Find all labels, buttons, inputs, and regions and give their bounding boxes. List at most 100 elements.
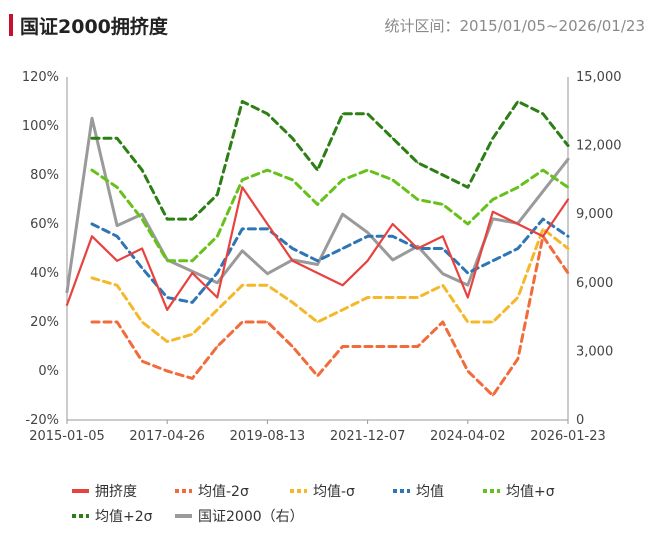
series-6-point — [466, 284, 469, 286]
series-3-point — [91, 223, 93, 225]
series-2-point — [517, 296, 519, 299]
series-3-point — [441, 247, 444, 250]
series-5-point — [266, 112, 269, 115]
y-left-tick-label: 100% — [22, 119, 59, 134]
series-line-1 — [90, 234, 570, 397]
legend-label: 均值 — [416, 484, 444, 500]
series-4-point — [91, 169, 93, 172]
x-tick-label: 2024-04-02 — [430, 429, 506, 444]
series-1-point — [466, 370, 469, 372]
series-3-point — [166, 296, 169, 299]
series-1-point — [441, 321, 444, 323]
series-2-point — [141, 321, 144, 323]
series-4-point — [441, 203, 444, 206]
series-4-point — [366, 169, 369, 172]
series-0-point — [441, 235, 444, 238]
series-4-point — [141, 218, 144, 221]
series-3-point — [291, 247, 294, 250]
series-2-point — [466, 321, 469, 323]
series-6-point — [491, 217, 494, 220]
x-tick-label: 2015-01-05 — [29, 429, 105, 444]
legend-label: 国证2000（右） — [198, 509, 304, 525]
x-tick-label: 2021-12-07 — [330, 429, 406, 444]
series-4-point — [491, 198, 494, 201]
series-2-point — [542, 228, 544, 230]
series-6-point — [91, 117, 93, 120]
series-4-point — [316, 203, 319, 206]
legend-label: 均值-σ — [313, 484, 355, 500]
x-tick-label: 2026-01-23 — [530, 429, 606, 444]
date-range-label: 统计区间：2015/01/05~2026/01/23 — [384, 17, 645, 35]
series-0-point — [241, 186, 244, 189]
series-5-point — [191, 218, 194, 221]
series-1-point — [291, 345, 294, 348]
series-4-point — [266, 169, 269, 172]
series-0-point — [166, 308, 169, 311]
series-1-point — [341, 345, 344, 348]
series-5-point — [216, 193, 219, 196]
series-3-point — [266, 228, 269, 230]
series-2-point — [391, 296, 394, 299]
series-0-point — [116, 259, 118, 262]
series-3-point — [141, 267, 144, 269]
series-2-point — [366, 296, 369, 299]
series-1-point — [366, 345, 369, 348]
series-0-point — [517, 223, 519, 225]
series-0-point — [391, 223, 394, 225]
y-right-tick-label: 15,000 — [576, 70, 622, 85]
series-1-point — [216, 345, 219, 348]
series-1-point — [266, 321, 269, 323]
series-1-point — [191, 377, 194, 380]
series-6-point — [241, 249, 244, 252]
y-left-tick-label: 0% — [38, 364, 59, 379]
series-6-point — [341, 213, 344, 216]
series-1-point — [416, 345, 419, 348]
series-5-point — [141, 169, 144, 172]
series-4-point — [216, 235, 219, 238]
series-0-point — [66, 303, 68, 306]
x-tick-label: 2017-04-26 — [129, 429, 205, 444]
series-2-point — [166, 340, 169, 343]
series-0-point — [266, 223, 269, 225]
series-5-point — [567, 144, 569, 147]
series-6-point — [66, 291, 68, 293]
y-right-tick-label: 9,000 — [576, 207, 613, 222]
series-3-point — [542, 218, 544, 221]
series-3-point — [366, 235, 369, 238]
series-6-point — [116, 224, 118, 227]
series-4-point — [517, 186, 519, 189]
series-1-point — [141, 360, 144, 363]
series-0-point — [366, 259, 369, 262]
series-3-point — [391, 235, 394, 238]
series-4-point — [116, 186, 118, 189]
series-0-point — [291, 259, 294, 262]
series-4-point — [341, 179, 344, 181]
series-5-point — [291, 137, 294, 140]
series-6-point — [441, 272, 444, 275]
series-0-point — [416, 247, 419, 250]
series-3-point — [216, 272, 219, 274]
legend-label: 均值-2σ — [198, 484, 249, 500]
series-5-point — [416, 161, 419, 164]
chart-title: 国证2000拥挤度 — [20, 16, 168, 38]
series-1-point — [116, 321, 118, 323]
series-2-point — [441, 284, 444, 287]
series-line-3 — [90, 217, 570, 304]
series-6-point — [542, 190, 544, 193]
series-2-point — [116, 284, 118, 287]
legend-label: 均值+σ — [506, 484, 555, 500]
series-4-point — [166, 259, 169, 262]
series-1-point — [166, 370, 169, 372]
series-4-point — [391, 179, 394, 181]
series-5-point — [542, 112, 544, 115]
series-1-point — [91, 321, 93, 323]
series-0-point — [216, 296, 219, 299]
series-4-point — [191, 259, 194, 262]
series-2-point — [567, 247, 569, 250]
series-5-point — [441, 174, 444, 176]
series-6-point — [391, 259, 394, 261]
series-2-point — [341, 308, 344, 311]
series-5-point — [316, 169, 319, 172]
series-5-point — [517, 100, 519, 103]
series-5-point — [166, 218, 169, 221]
